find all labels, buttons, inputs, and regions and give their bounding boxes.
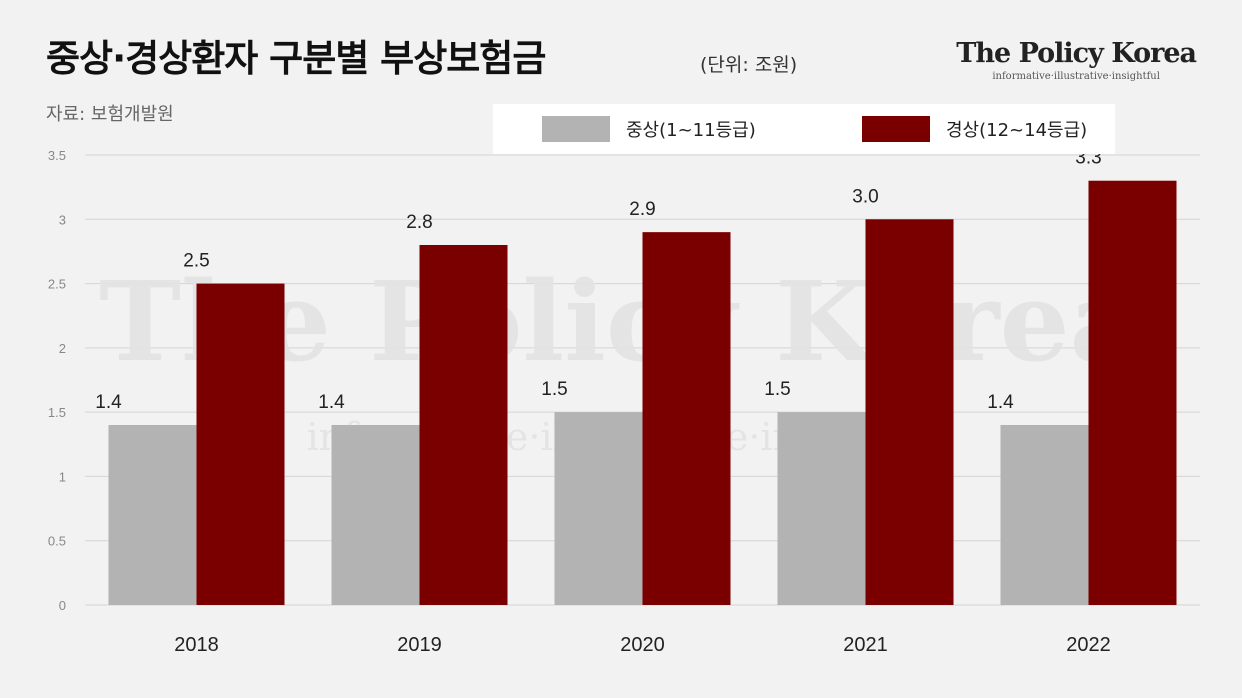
y-tick-label: 2.5 <box>48 277 66 292</box>
y-tick-label: 1 <box>59 469 66 484</box>
x-tick-label: 2018 <box>174 634 219 656</box>
data-label: 1.4 <box>95 392 122 413</box>
bar-major-2021 <box>865 219 954 606</box>
x-tick-label: 2020 <box>620 634 665 656</box>
source-label: 자료: 보험개발원 <box>46 104 174 125</box>
data-label: 2.8 <box>406 212 432 233</box>
chart-title: 중상·경상환자 구분별 부상보험금 <box>46 37 546 80</box>
y-tick-label: 2 <box>59 341 66 356</box>
bar-minor-2019 <box>331 425 420 605</box>
legend-label-minor: 중상(1~11등급) <box>626 120 756 141</box>
brand-logo: The Policy Korea informative·illustrativ… <box>956 38 1197 82</box>
legend-item-major: 경상(12~14등급) <box>862 116 1087 142</box>
y-tick-label: 3 <box>59 212 66 227</box>
data-label: 1.5 <box>541 379 567 400</box>
bar-major-2020 <box>642 232 731 605</box>
bars-layer <box>108 180 1177 606</box>
data-label: 1.5 <box>764 379 790 400</box>
unit-label: (단위: 조원) <box>700 54 798 76</box>
y-tick-label: 1.5 <box>48 405 66 420</box>
bar-minor-2020 <box>554 412 643 605</box>
bar-minor-2022 <box>1000 425 1089 605</box>
legend-label-major: 경상(12~14등급) <box>946 120 1088 141</box>
y-tick-label: 0.5 <box>48 534 66 549</box>
bar-major-2018 <box>196 283 285 605</box>
x-tick-label: 2022 <box>1066 634 1111 656</box>
legend-swatch-major <box>862 116 930 142</box>
bar-minor-2021 <box>777 412 866 605</box>
y-tick-label: 0 <box>59 598 66 613</box>
data-label: 3.0 <box>852 186 878 207</box>
brand-tagline: informative·illustrative·insightful <box>992 71 1160 82</box>
data-label: 2.9 <box>629 199 655 220</box>
bar-major-2019 <box>419 245 508 605</box>
data-label: 1.4 <box>318 392 345 413</box>
legend-swatch-minor <box>542 116 610 142</box>
x-tick-label: 2021 <box>843 634 888 656</box>
y-tick-label: 3.5 <box>48 148 66 163</box>
bar-minor-2018 <box>108 425 197 605</box>
data-label: 1.4 <box>987 392 1014 413</box>
legend-item-minor: 중상(1~11등급) <box>542 116 756 142</box>
x-tick-label: 2019 <box>397 634 442 656</box>
brand-name: The Policy Korea <box>956 38 1197 69</box>
legend: 중상(1~11등급) 경상(12~14등급) <box>493 104 1115 154</box>
data-label: 2.5 <box>183 251 209 272</box>
bar-major-2022 <box>1088 180 1177 605</box>
